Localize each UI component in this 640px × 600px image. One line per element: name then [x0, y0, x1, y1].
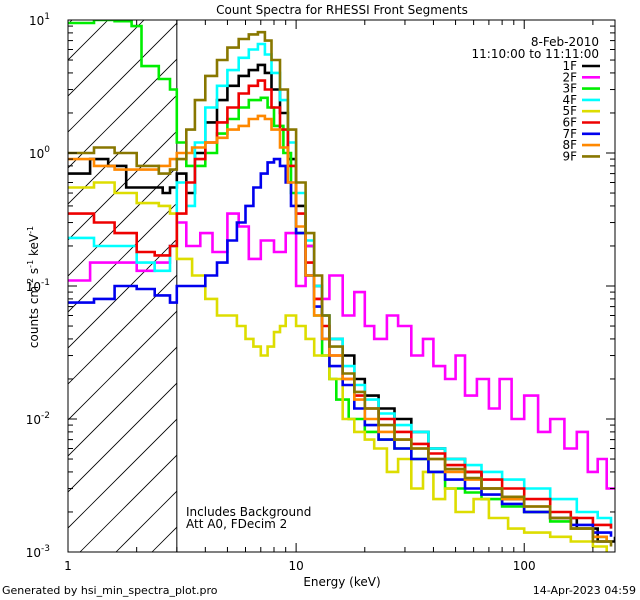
date-label: 8-Feb-2010: [531, 35, 599, 49]
y-tick-base: 10: [29, 14, 44, 28]
y-tick-base: 10: [26, 413, 41, 427]
hatch-stroke: [68, 418, 177, 529]
hatch-stroke: [68, 166, 177, 277]
hatch-stroke: [79, 454, 177, 552]
series-9F: [68, 30, 613, 547]
hatch-stroke: [0, 0, 104, 552]
hatch-stroke: [68, 20, 109, 61]
hatch-stroke: [68, 238, 177, 349]
legend-label-3F: 3F: [562, 82, 577, 96]
excluded-energy-hatch: [0, 0, 640, 552]
y-tick-base: 10: [29, 147, 44, 161]
hatch-stroke: [68, 58, 177, 169]
hatch-stroke: [224, 0, 640, 552]
legend-label-2F: 2F: [562, 70, 577, 84]
hatch-stroke: [68, 20, 73, 25]
legend-label-4F: 4F: [562, 93, 577, 107]
series-3F: [68, 20, 608, 542]
y-tick-exp: -1: [41, 278, 50, 288]
y-tick-base: 10: [26, 546, 41, 560]
x-tick-label: 1: [64, 559, 72, 573]
y-axis-label: counts cm-2 s-1 keV-1: [26, 226, 41, 348]
legend-label-5F: 5F: [562, 104, 577, 118]
y-tick-label: 10-2: [26, 411, 50, 427]
y-label-mid: s: [27, 268, 41, 278]
hatch-stroke: [68, 346, 177, 457]
legend-label-1F: 1F: [562, 59, 577, 73]
hatch-stroke: [68, 274, 177, 385]
series-8F: [68, 114, 608, 542]
y-tick-base: 10: [26, 280, 41, 294]
footer-generated-by: Generated by hsi_min_spectra_plot.pro: [2, 584, 218, 597]
x-axis: 1 10 100: [64, 20, 594, 573]
series-layer: [68, 20, 615, 552]
hatch-stroke: [68, 382, 177, 493]
y-tick-exp: -3: [41, 544, 50, 554]
y-tick-exp: 0: [44, 145, 50, 155]
x-axis-label: Energy (keV): [303, 575, 380, 589]
y-label-exp1: -2: [26, 278, 35, 286]
series-5F: [68, 181, 608, 552]
series-2F: [68, 212, 615, 490]
chart-title: Count Spectra for RHESSI Front Segments: [216, 3, 468, 17]
hatch-stroke: [68, 202, 177, 313]
series-4F: [68, 42, 613, 529]
annotation-background: Includes Background: [186, 505, 311, 519]
y-tick-label: 100: [29, 145, 50, 161]
x-tick-label: 10: [288, 559, 303, 573]
annotation-attenuator: Att A0, FDecim 2: [186, 517, 287, 531]
y-tick-label: 10-3: [26, 544, 50, 560]
y-label-mid2: keV: [27, 233, 41, 260]
footer-timestamp: 14-Apr-2023 04:59: [533, 584, 636, 597]
y-label-base: counts cm: [27, 286, 41, 348]
hatch-stroke: [68, 22, 177, 133]
y-label-exp2: -1: [26, 260, 35, 268]
series-6F: [68, 79, 613, 529]
time-range-label: 11:10:00 to 11:11:00: [472, 47, 599, 61]
hatch-stroke: [68, 130, 177, 241]
y-tick-label: 10-1: [26, 278, 50, 294]
legend-label-7F: 7F: [562, 127, 577, 141]
hatch-stroke: [68, 20, 145, 97]
x-tick-label: 100: [513, 559, 536, 573]
y-tick-label: 101: [29, 12, 50, 28]
legend-label-9F: 9F: [562, 149, 577, 163]
legend-label-6F: 6F: [562, 116, 577, 130]
y-label-exp3: -1: [26, 226, 35, 234]
series-7F: [68, 157, 613, 537]
y-tick-exp: 1: [44, 12, 50, 22]
legend-label-8F: 8F: [562, 138, 577, 152]
y-tick-exp: -2: [41, 411, 50, 421]
